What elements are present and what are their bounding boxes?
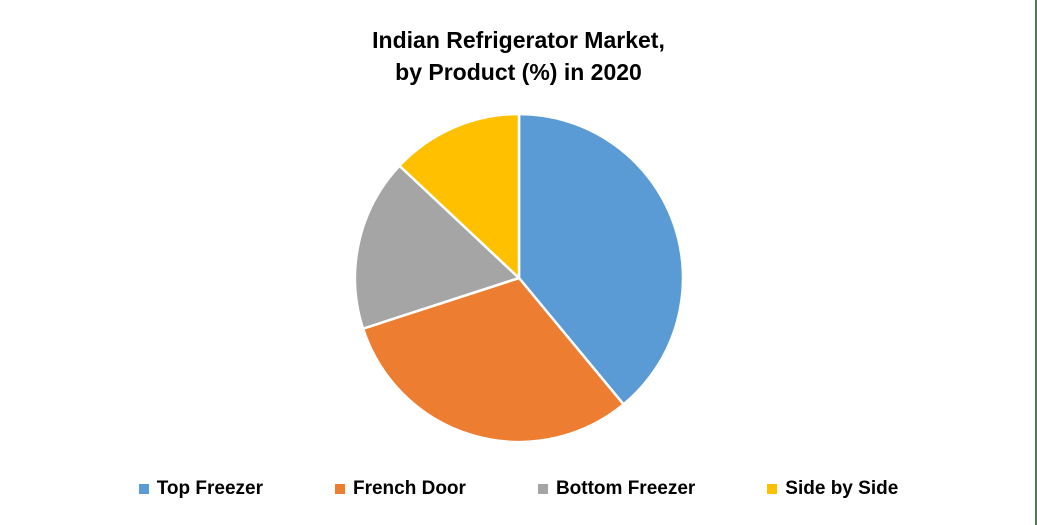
- chart-title: Indian Refrigerator Market, by Product (…: [0, 24, 1037, 88]
- legend-item-french-door: French Door: [334, 478, 466, 500]
- legend-swatch-top-freezer: [138, 484, 149, 494]
- chart-legend: Top Freezer French Door Bottom Freezer Side…: [0, 478, 1037, 500]
- legend-label-top-freezer: Top Freezer: [156, 478, 263, 499]
- legend-swatch-bottom-freezer: [537, 484, 548, 494]
- chart-title-line-2: by Product (%) in 2020: [395, 59, 642, 85]
- legend-swatch-side-by-side: [767, 484, 778, 494]
- pie-slice-side-by-side: [398, 112, 521, 280]
- pie-slice-bottom-freezer: [353, 164, 521, 330]
- legend-label-side-by-side: Side by Side: [785, 478, 899, 499]
- right-edge-line: [1035, 0, 1037, 525]
- chart-title-line-1: Indian Refrigerator Market,: [372, 27, 665, 53]
- legend-item-side-by-side: Side by Side: [767, 478, 898, 500]
- legend-swatch-french-door: [334, 484, 345, 494]
- pie-slices-group: [353, 112, 685, 444]
- legend-item-top-freezer: Top Freezer: [138, 478, 263, 500]
- legend-label-french-door: French Door: [352, 478, 466, 499]
- legend-item-bottom-freezer: Bottom Freezer: [537, 478, 696, 500]
- pie-slice-french-door: [361, 276, 625, 444]
- legend-label-bottom-freezer: Bottom Freezer: [555, 478, 696, 499]
- pie-slice-top-freezer: [517, 112, 685, 406]
